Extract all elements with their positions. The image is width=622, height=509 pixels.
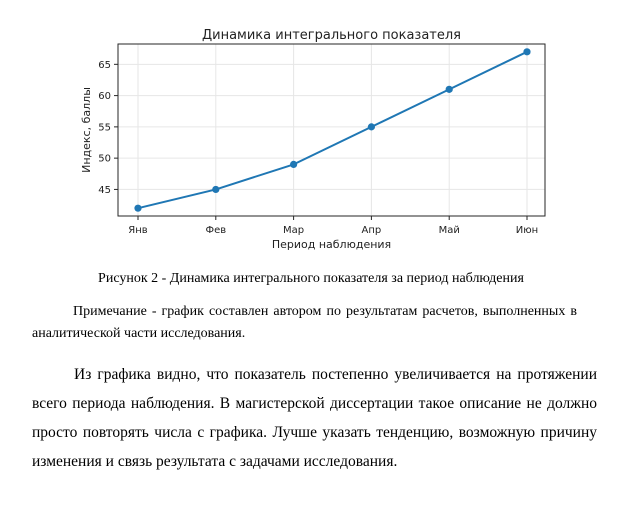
data-point	[367, 123, 375, 131]
y-tick-label: 50	[98, 154, 111, 165]
line-chart: Янв Фев Мар Апр Май Июн 45 50 55 60 65 Динамика ин…	[80, 28, 546, 251]
axis-ticks: Янв Фев Мар Апр Май Июн 45 50 55 60 65	[98, 60, 538, 236]
data-point	[523, 48, 531, 56]
x-axis-label: Период наблюдения	[272, 238, 391, 251]
y-tick-label: 55	[98, 122, 111, 133]
data-point	[290, 160, 298, 168]
grid	[118, 44, 545, 216]
chart-title: Динамика интегрального показателя	[202, 28, 461, 43]
y-axis-label: Индекс, баллы	[80, 87, 93, 173]
y-tick-label: 65	[98, 60, 111, 71]
figure-note: Примечание - график составлен автором по…	[32, 304, 577, 341]
y-tick-label: 45	[98, 185, 111, 196]
x-tick-label: Мар	[283, 225, 304, 236]
x-tick-label: Апр	[362, 225, 382, 236]
data-point	[134, 204, 142, 212]
data-point	[212, 185, 220, 194]
plot-area-frame	[117, 43, 546, 217]
x-tick-label: Янв	[128, 225, 147, 236]
series-layer	[134, 48, 531, 212]
x-tick-label: Май	[439, 225, 460, 236]
y-tick-label: 60	[98, 91, 111, 102]
body-paragraph: Из графика видно, что показатель постепе…	[32, 366, 597, 470]
x-tick-label: Фев	[205, 225, 226, 236]
figure-caption: Рисунок 2 - Динамика интегрального показ…	[98, 271, 524, 286]
x-tick-label: Июн	[516, 225, 538, 236]
series-line	[137, 50, 528, 210]
data-point	[445, 85, 453, 93]
